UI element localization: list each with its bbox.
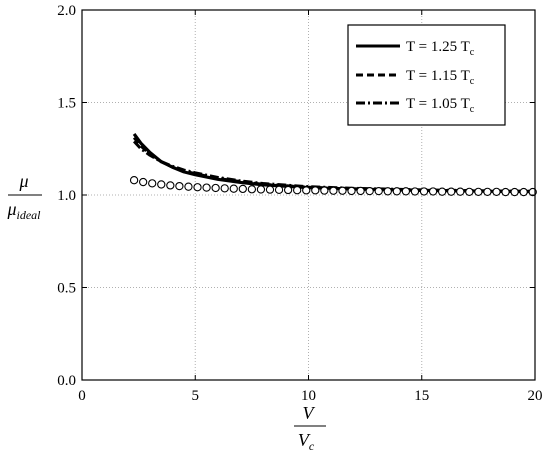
data-point	[166, 181, 175, 190]
y-axis-label: μ μideal	[6, 171, 42, 222]
data-point	[139, 177, 148, 187]
legend-entry-3: T = 1.05 Tc	[406, 96, 475, 115]
data-point	[338, 186, 347, 195]
x-axis-label: V Vc	[294, 403, 326, 453]
ticks: 0 5 10 15 20 0.0 0.5 1.0 1.5 2.0	[57, 3, 542, 404]
data-point	[356, 186, 365, 196]
data-point	[256, 185, 266, 194]
data-point	[202, 183, 211, 192]
data-point	[175, 181, 184, 191]
data-point	[184, 182, 193, 191]
data-point	[329, 186, 338, 195]
data-point	[129, 176, 139, 185]
x-tick-label: 20	[528, 388, 543, 404]
x-tick-label: 10	[301, 388, 316, 404]
series-line-3	[132, 140, 536, 193]
data-point	[510, 187, 519, 197]
y-tick-label: 1.5	[57, 96, 76, 112]
data-point	[465, 187, 474, 197]
data-point	[247, 185, 257, 194]
legend: T = 1.25 Tc T = 1.15 Tc T = 1.05 Tc	[347, 24, 506, 126]
y-label-denominator: μideal	[6, 199, 41, 222]
y-tick-label: 2.0	[57, 3, 76, 19]
y-tick-label: 0.5	[57, 281, 76, 297]
x-tick-label: 5	[192, 388, 200, 404]
data-point	[501, 187, 510, 197]
x-tick-label: 15	[414, 388, 429, 404]
data-point	[483, 187, 492, 197]
data-point	[383, 187, 392, 196]
data-point	[193, 183, 202, 192]
data-point	[238, 184, 247, 194]
data-point	[220, 184, 229, 193]
legend-entry-2: T = 1.15 Tc	[406, 68, 475, 87]
series-line-1	[132, 133, 536, 194]
data-point	[265, 185, 275, 194]
y-tick-label: 0.0	[57, 373, 76, 389]
data-point	[311, 186, 320, 195]
data-point	[293, 186, 302, 195]
data-point	[320, 186, 329, 195]
data-point	[447, 187, 456, 196]
data-point	[437, 187, 447, 196]
data-point	[302, 186, 311, 195]
data-point	[492, 187, 501, 197]
data-point	[211, 183, 220, 193]
data-point	[365, 186, 374, 196]
x-tick-label: 0	[78, 388, 86, 404]
x-label-numerator: V	[303, 403, 316, 423]
legend-box	[347, 24, 506, 126]
data-point	[374, 186, 383, 196]
data-point	[456, 187, 465, 196]
data-point	[410, 187, 420, 196]
data-point	[392, 187, 401, 196]
y-tick-label: 1.0	[57, 188, 76, 204]
data-point	[274, 185, 284, 194]
legend-entry-1: T = 1.25 Tc	[406, 39, 475, 58]
data-point	[428, 187, 438, 196]
data-point	[474, 187, 483, 197]
data-point	[229, 184, 238, 193]
data-point	[283, 185, 293, 195]
data-point	[419, 187, 429, 196]
x-label-denominator: Vc	[298, 430, 315, 453]
data-point	[148, 179, 157, 188]
grid	[82, 10, 535, 380]
series-layer	[129, 133, 537, 197]
data-point	[347, 186, 356, 196]
series-line-2	[132, 136, 536, 193]
data-point	[157, 180, 166, 189]
y-label-numerator: μ	[18, 171, 28, 191]
data-point	[519, 187, 528, 197]
data-point	[401, 187, 411, 196]
